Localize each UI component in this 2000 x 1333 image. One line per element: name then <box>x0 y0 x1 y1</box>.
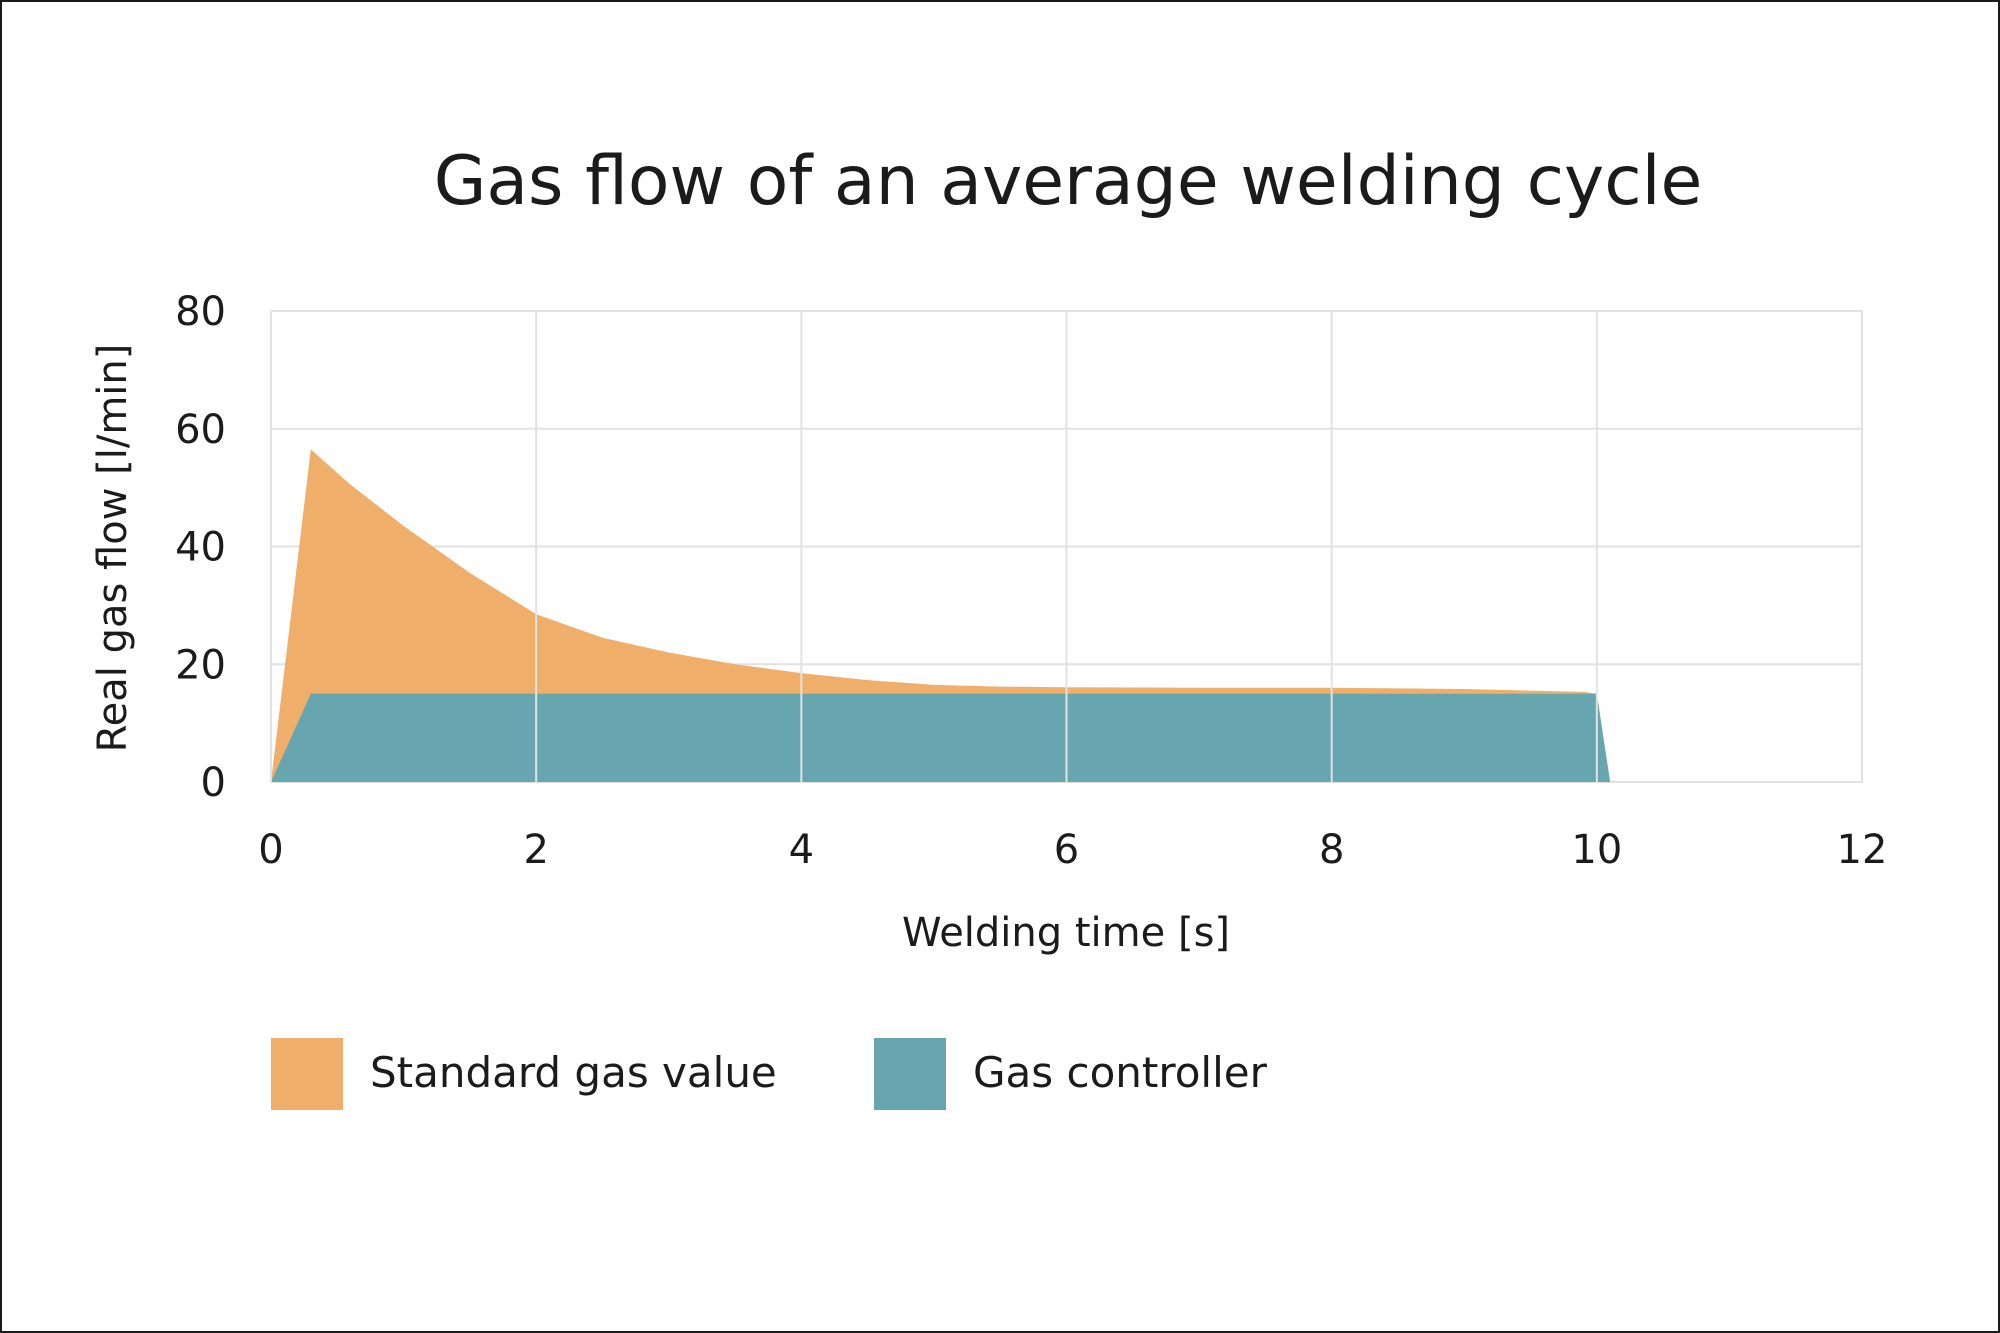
chart-title: Gas flow of an average welding cycle <box>434 142 1703 221</box>
y-tick-label: 80 <box>175 289 226 335</box>
tick-labels: 0 20 40 60 80 0 2 4 6 8 10 12 <box>175 289 1887 873</box>
legend: Standard gas value Gas controller <box>271 1038 1268 1110</box>
x-tick-label: 2 <box>523 827 548 873</box>
x-tick-label: 6 <box>1054 827 1079 873</box>
legend-label-standard-gas-value: Standard gas value <box>370 1048 777 1097</box>
series-area-gas-controller <box>271 693 1611 782</box>
x-axis-label: Welding time [s] <box>902 910 1230 956</box>
legend-swatch-standard-gas-value <box>271 1038 343 1110</box>
y-tick-label: 40 <box>175 525 226 571</box>
x-tick-label: 12 <box>1837 827 1888 873</box>
x-tick-label: 4 <box>789 827 814 873</box>
y-tick-label: 0 <box>201 760 226 806</box>
y-tick-label: 60 <box>175 407 226 453</box>
x-tick-label: 8 <box>1319 827 1344 873</box>
y-axis-label: Real gas flow [l/min] <box>90 344 136 753</box>
x-tick-label: 0 <box>258 827 283 873</box>
legend-label-gas-controller: Gas controller <box>973 1048 1268 1097</box>
x-tick-label: 10 <box>1571 827 1622 873</box>
series-areas <box>270 311 1863 782</box>
legend-swatch-gas-controller <box>874 1038 946 1110</box>
y-tick-label: 20 <box>175 642 226 688</box>
